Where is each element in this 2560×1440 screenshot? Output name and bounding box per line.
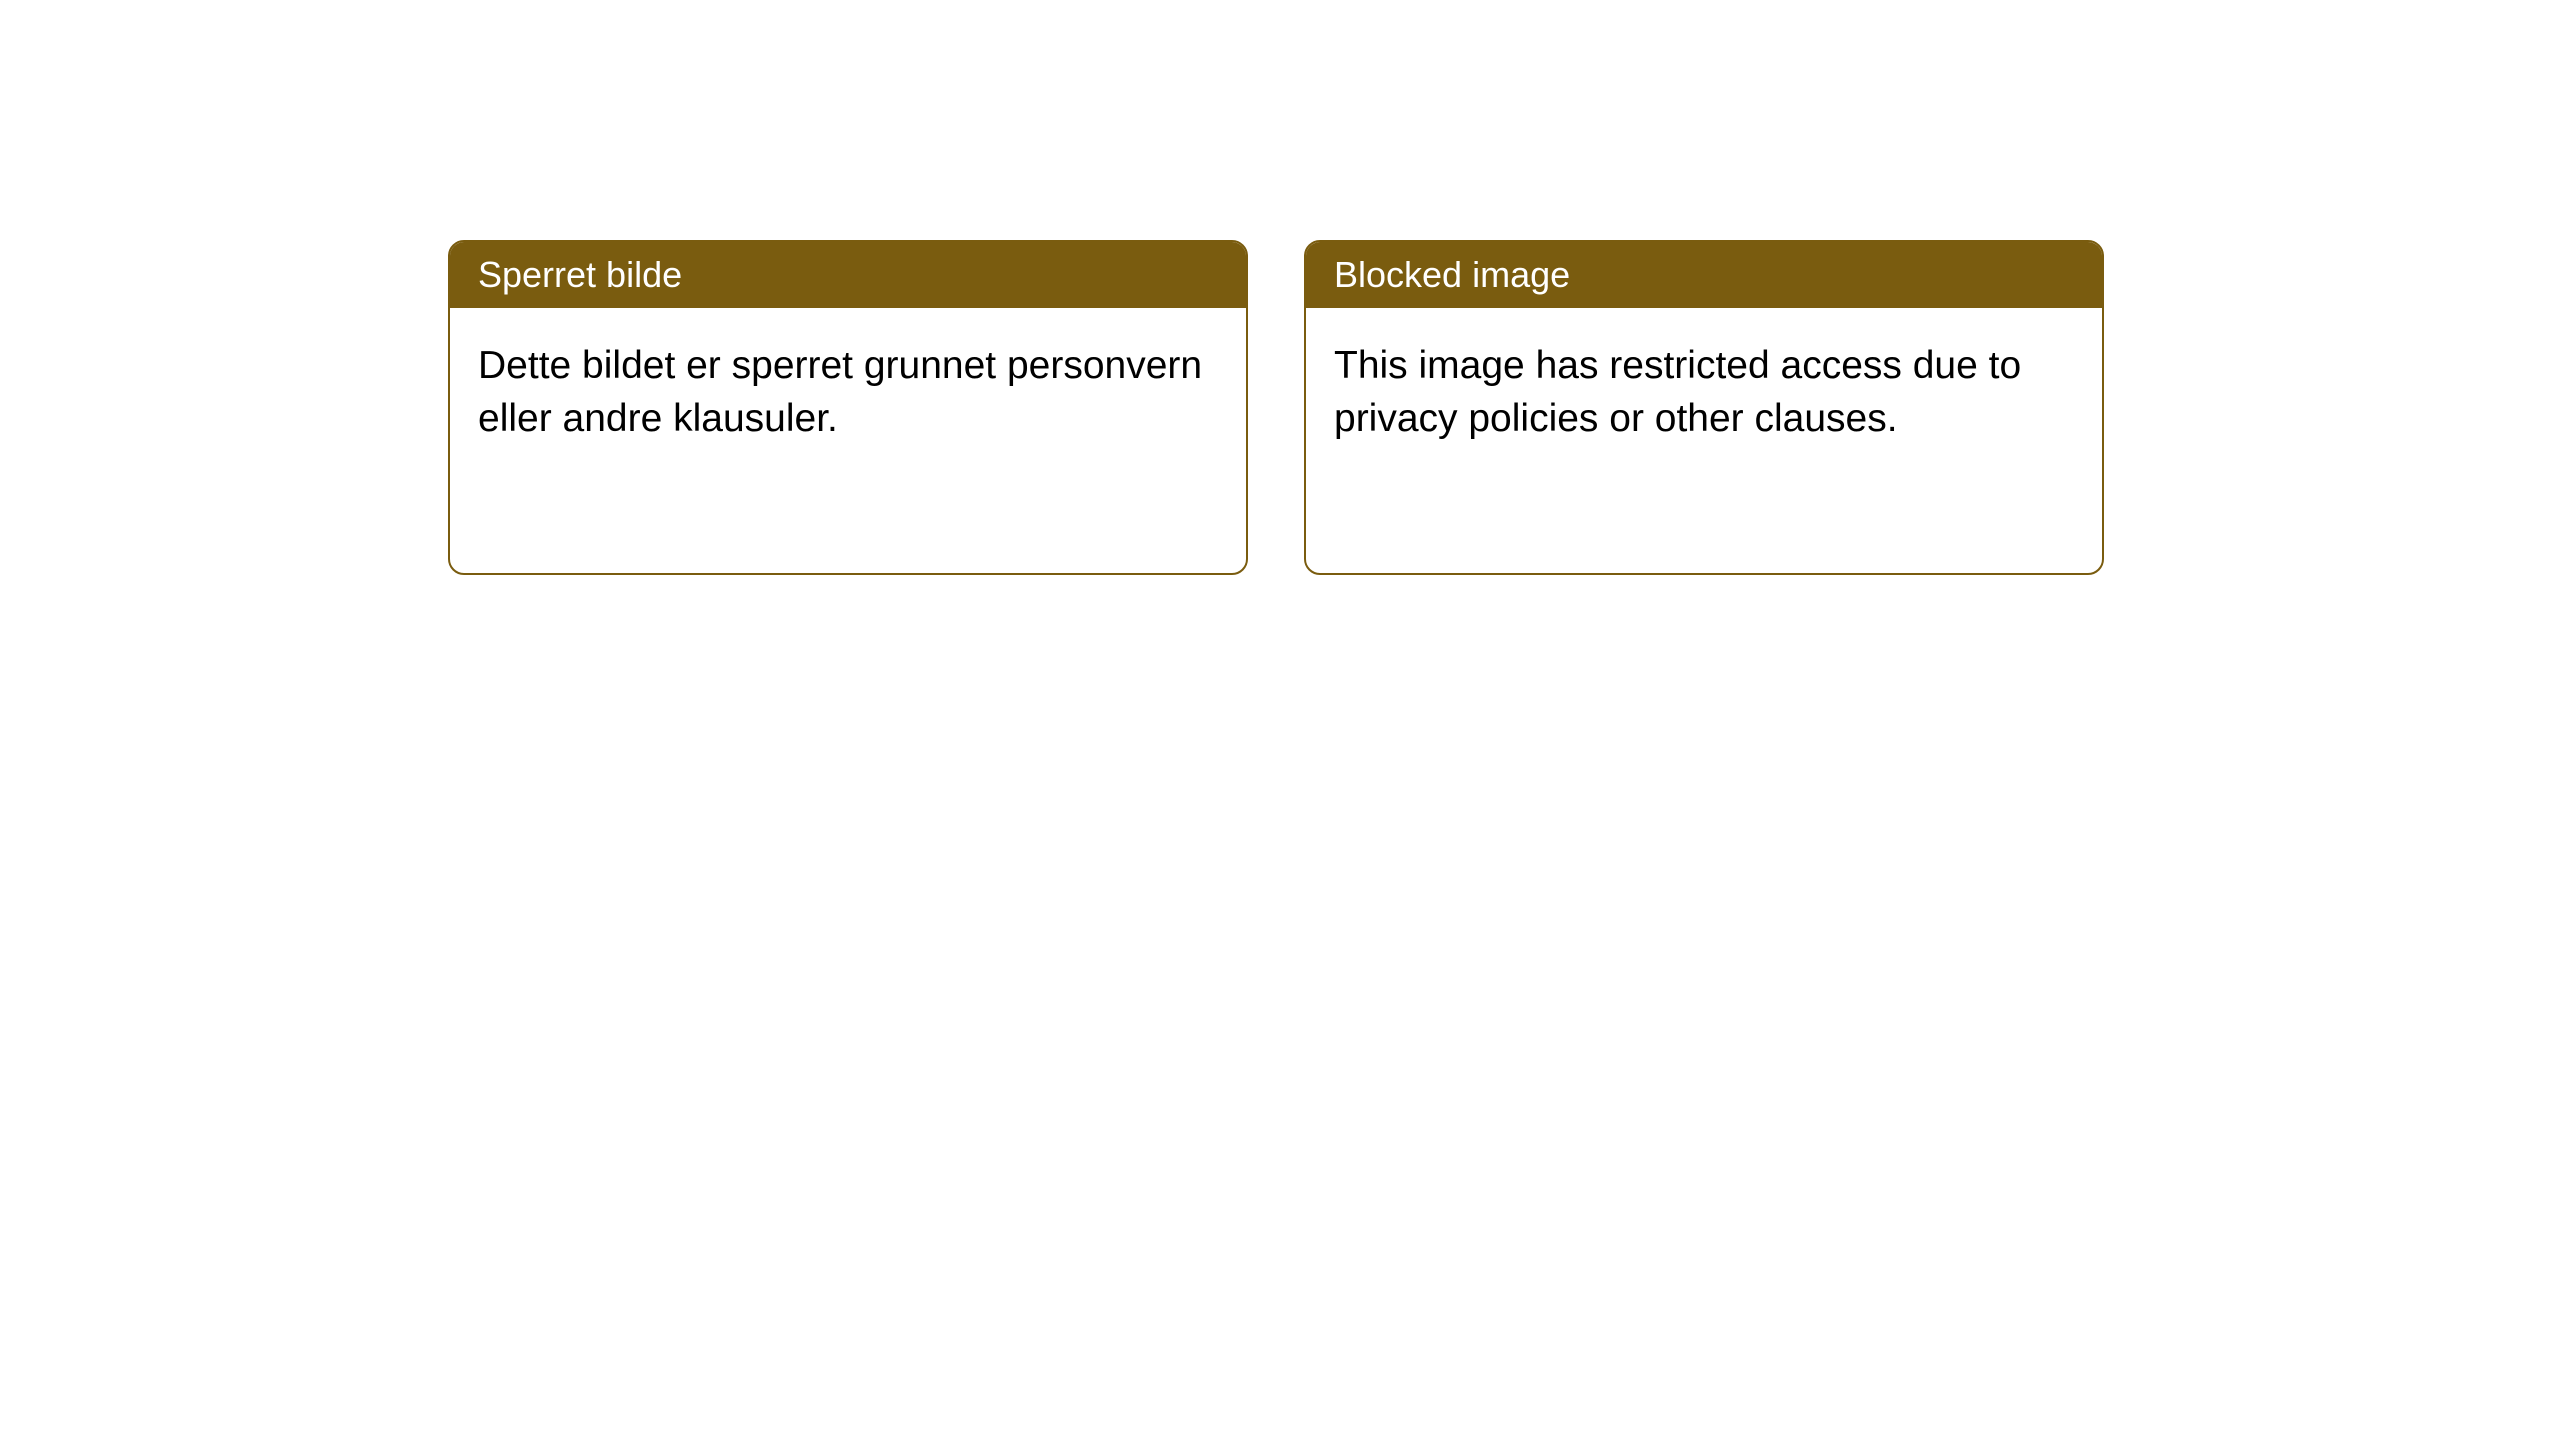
card-header: Sperret bilde <box>450 242 1246 308</box>
notice-card-english: Blocked image This image has restricted … <box>1304 240 2104 575</box>
card-body: This image has restricted access due to … <box>1306 308 2102 477</box>
card-title: Blocked image <box>1334 254 1570 295</box>
notice-card-norwegian: Sperret bilde Dette bildet er sperret gr… <box>448 240 1248 575</box>
card-header: Blocked image <box>1306 242 2102 308</box>
card-body: Dette bildet er sperret grunnet personve… <box>450 308 1246 477</box>
notice-cards-container: Sperret bilde Dette bildet er sperret gr… <box>0 0 2560 575</box>
card-body-text: This image has restricted access due to … <box>1334 344 2021 440</box>
card-body-text: Dette bildet er sperret grunnet personve… <box>478 344 1202 440</box>
card-title: Sperret bilde <box>478 254 682 295</box>
